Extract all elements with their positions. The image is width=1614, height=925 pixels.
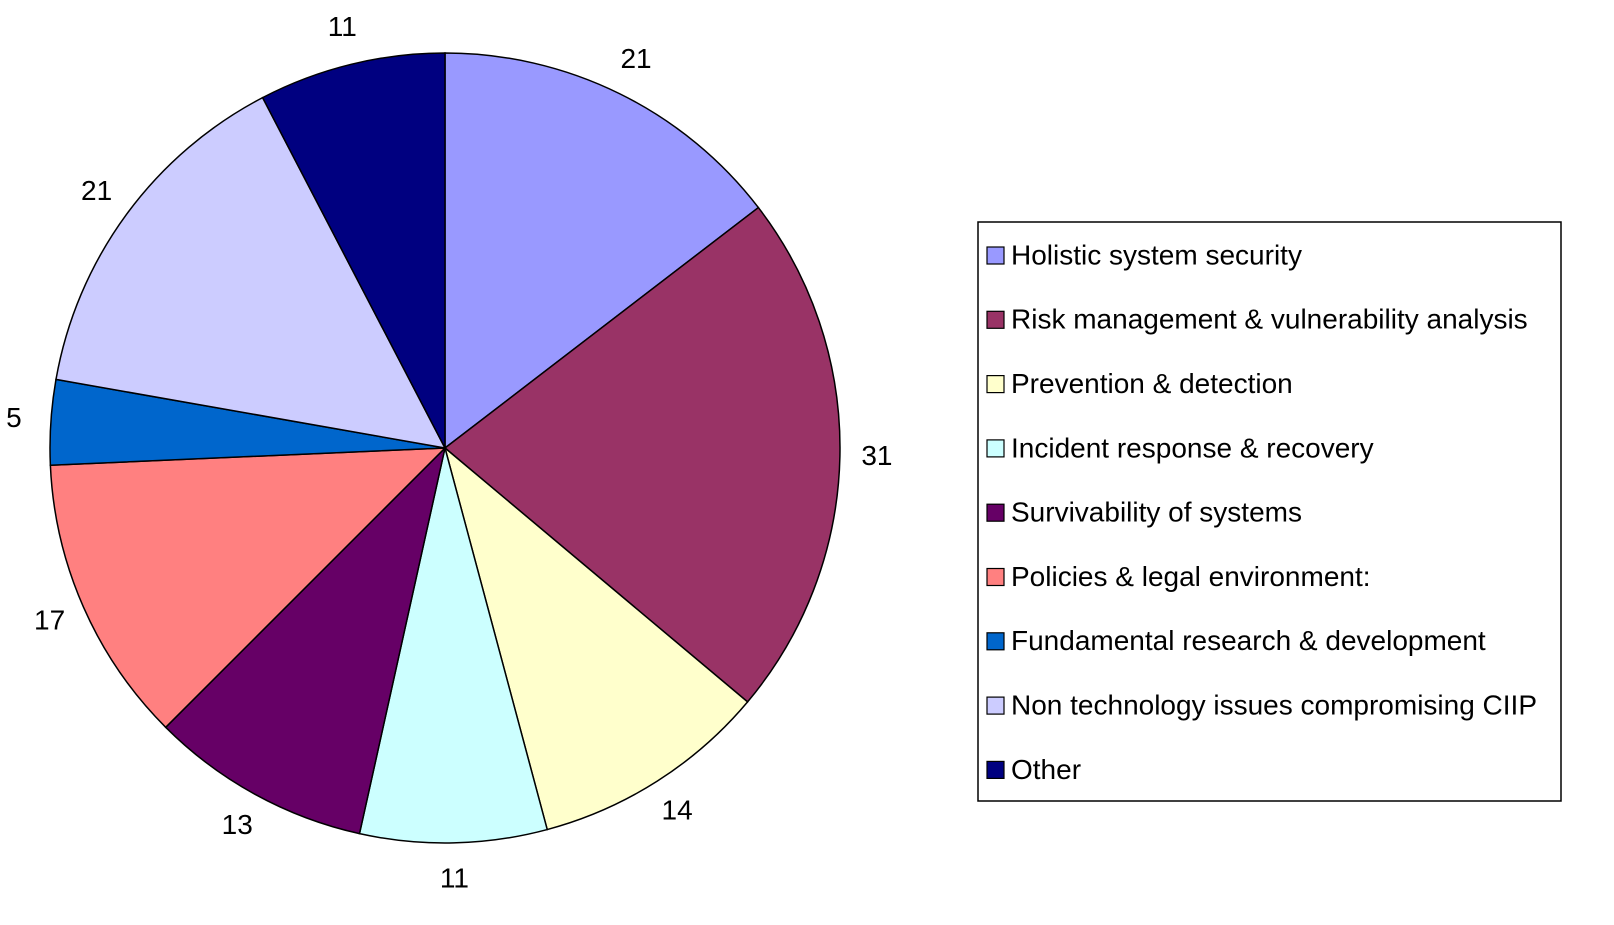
legend-swatch — [986, 632, 1005, 651]
pie-slice — [443, 445, 749, 831]
legend-label: Policies & legal environment: — [1011, 561, 1371, 592]
legend-swatch — [986, 439, 1005, 458]
data-label: 17 — [34, 604, 65, 635]
data-label: 31 — [861, 440, 892, 471]
data-labels: 21 31 14 11 13 17 5 21 11 — [6, 11, 892, 894]
pie-slice — [164, 445, 447, 835]
pie-slice — [261, 52, 446, 449]
pie-slice — [444, 52, 760, 450]
data-label: 5 — [6, 402, 22, 433]
data-label: 11 — [440, 862, 469, 893]
legend-swatch — [986, 567, 1005, 587]
legend-swatch — [986, 246, 1005, 265]
data-label: 21 — [620, 43, 651, 74]
legend-box — [977, 221, 1562, 802]
legend-swatch — [986, 760, 1005, 780]
legend-label: Survivability of systems — [1011, 497, 1302, 528]
legend-label: Fundamental research & development — [1011, 625, 1486, 656]
data-label: 11 — [328, 11, 357, 42]
legend-label: Incident response & recovery — [1011, 432, 1374, 463]
legend-label: Other — [1011, 754, 1081, 785]
legend-label: Holistic system security — [1011, 239, 1302, 270]
legend-swatch — [986, 503, 1005, 522]
data-label: 14 — [662, 795, 693, 826]
data-label: 21 — [81, 175, 112, 206]
pie — [49, 52, 841, 844]
pie-slice — [49, 447, 447, 729]
legend-swatch — [986, 696, 1005, 715]
pie-slice — [55, 96, 447, 450]
legend-label: Risk management & vulnerability analysis — [1011, 304, 1528, 335]
legend: Holistic system security Risk management … — [977, 221, 1562, 802]
legend-label: Prevention & detection — [1011, 368, 1293, 399]
pie-slice — [443, 206, 841, 703]
data-label: 13 — [222, 809, 253, 840]
legend-swatch — [986, 310, 1005, 329]
legend-swatch — [986, 375, 1005, 394]
legend-label: Non technology issues compromising CIIP — [1011, 689, 1537, 720]
pie-slice — [358, 447, 549, 844]
